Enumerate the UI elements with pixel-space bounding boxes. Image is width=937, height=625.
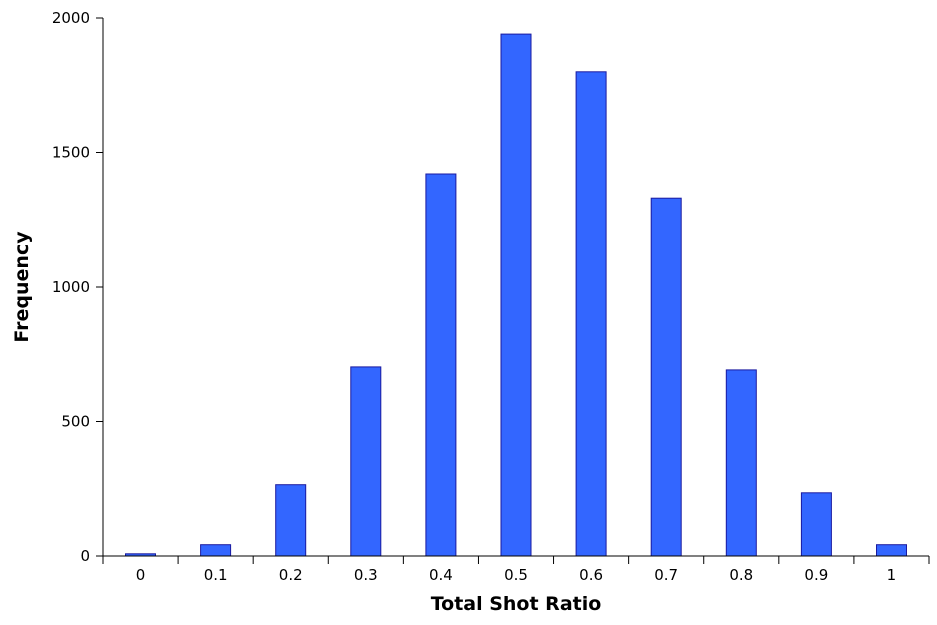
bar-0.6 <box>575 71 607 557</box>
y-tick-label: 1000 <box>52 278 90 296</box>
bar-1 <box>876 544 907 557</box>
y-tick-label: 500 <box>61 413 90 431</box>
x-tick-label: 0.5 <box>504 566 528 584</box>
y-tick-label: 0 <box>80 547 90 565</box>
x-tick-label: 0.9 <box>804 566 828 584</box>
bar-0.3 <box>350 366 382 557</box>
bar-0.8 <box>725 369 757 557</box>
x-tick-label: 0.1 <box>204 566 228 584</box>
x-tick-label: 1 <box>887 566 897 584</box>
x-tick-label: 0.8 <box>729 566 753 584</box>
x-tick-label: 0.6 <box>579 566 603 584</box>
bar-0.2 <box>275 484 307 557</box>
bars-group <box>125 33 907 557</box>
bar-0.1 <box>200 544 232 557</box>
y-tick-label: 1500 <box>52 144 90 162</box>
y-axis-title: Frequency <box>11 231 33 343</box>
bar-0.7 <box>650 197 682 557</box>
x-tick-label: 0.3 <box>354 566 378 584</box>
x-axis-title: Total Shot Ratio <box>431 593 602 615</box>
x-tick-label: 0 <box>136 566 146 584</box>
x-ticks-group: 0 0.1 0.2 0.3 0.4 0.5 0.6 0.7 0.8 0.9 1 <box>102 556 930 584</box>
y-tick-label: 2000 <box>52 9 90 27</box>
bar-0.9 <box>800 492 832 557</box>
x-tick-label: 0.4 <box>429 566 453 584</box>
x-tick-label: 0.2 <box>279 566 303 584</box>
x-tick-label: 0.7 <box>654 566 678 584</box>
bar-0.4 <box>425 173 457 557</box>
y-ticks-group: 0 500 1000 1500 2000 <box>52 9 103 565</box>
bar-0.5 <box>500 33 532 557</box>
